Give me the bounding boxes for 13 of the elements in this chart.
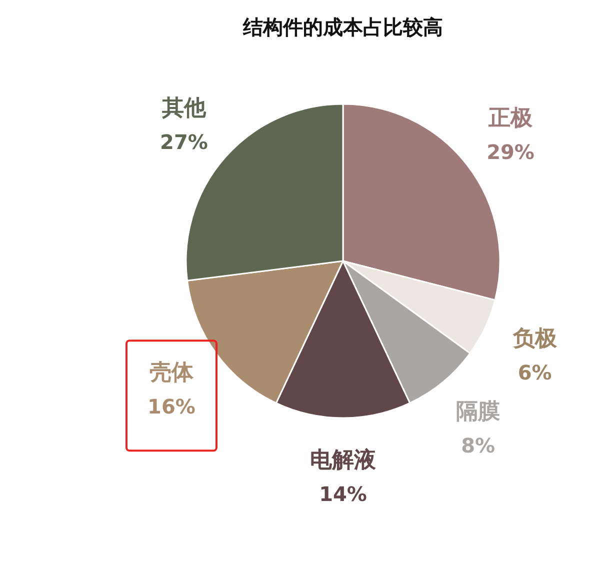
chart-title: 结构件的成本占比较高: [242, 15, 443, 39]
slice-label: 壳体: [149, 360, 194, 386]
data-label: 16%: [148, 394, 196, 419]
slice-label: 隔膜: [456, 399, 500, 424]
data-label: 29%: [486, 140, 534, 164]
data-label: 14%: [319, 482, 367, 506]
slice-label: 电解液: [310, 447, 377, 473]
slice-label: 其他: [160, 96, 207, 121]
data-label: 27%: [160, 130, 208, 154]
data-label: 6%: [518, 360, 552, 384]
slice-label: 正极: [488, 106, 534, 132]
data-label: 8%: [461, 433, 496, 458]
slice-label: 负极: [512, 326, 558, 352]
